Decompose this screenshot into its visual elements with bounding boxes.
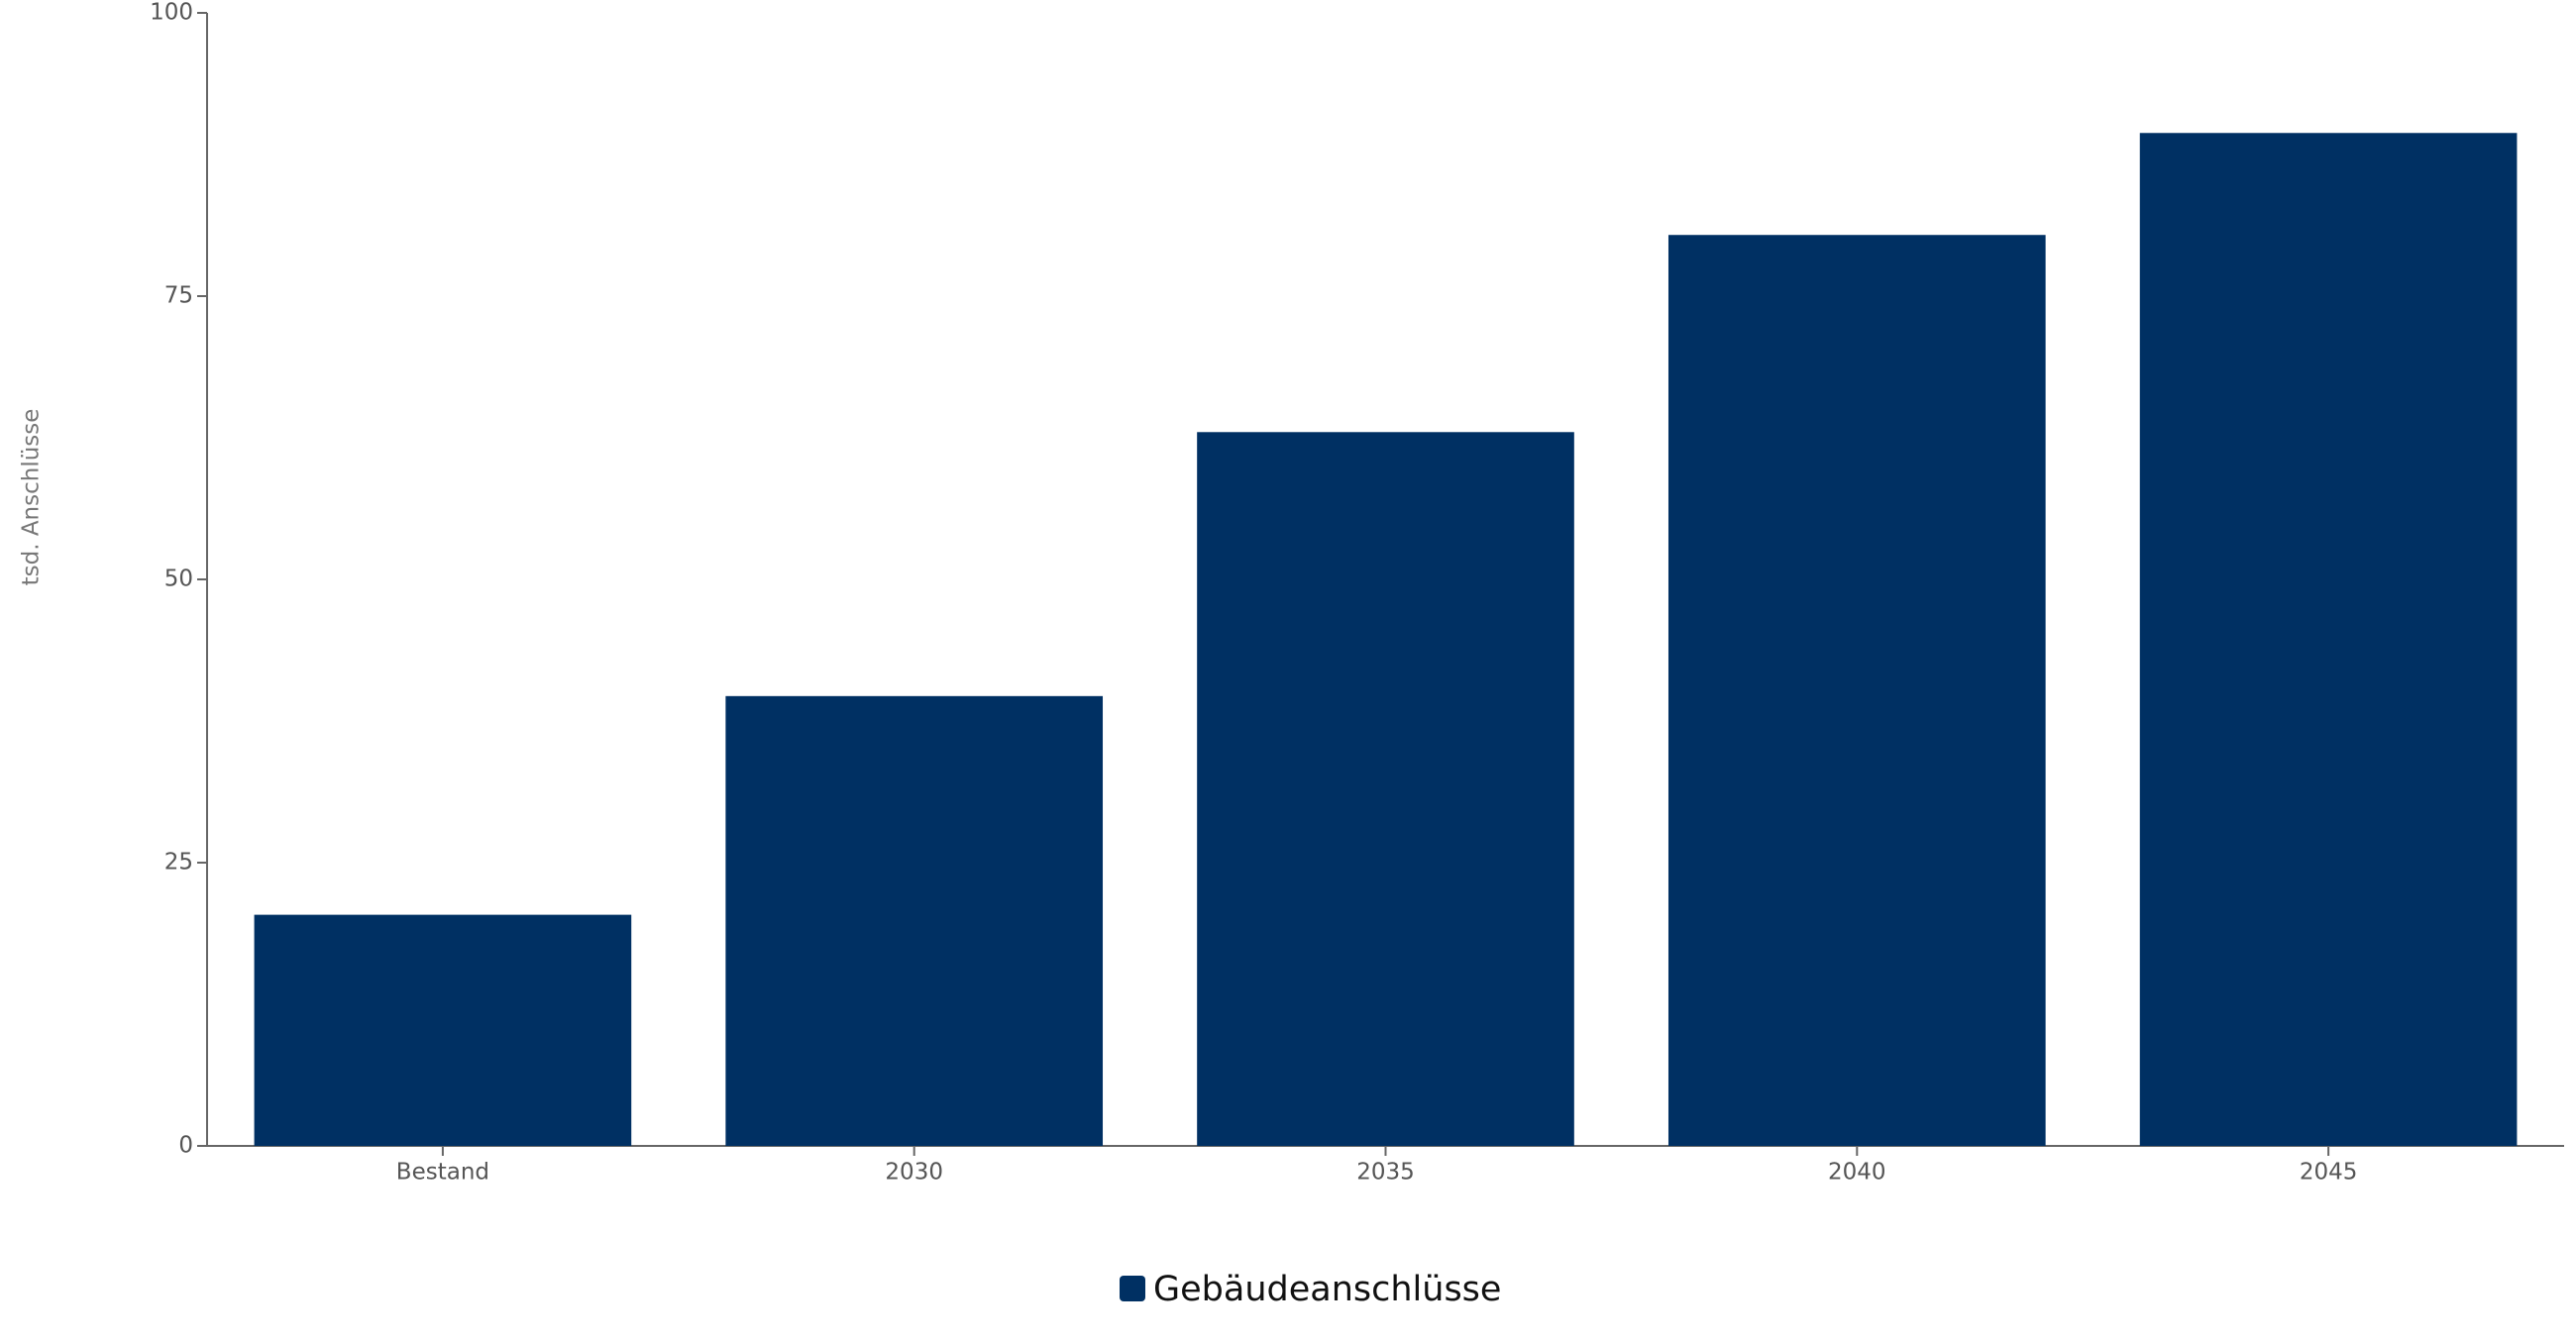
y-axis-label: tsd. Anschlüsse: [19, 409, 45, 586]
x-tick-label: 2035: [1356, 1160, 1415, 1186]
bar: [725, 695, 1104, 1146]
x-tick-label: 2045: [2300, 1160, 2358, 1186]
x-tick-label: 2030: [885, 1160, 943, 1186]
y-tick-label: 75: [164, 283, 193, 309]
y-tick-label: 0: [178, 1133, 193, 1159]
y-tick-label: 25: [164, 850, 193, 876]
y-tick-label: 100: [150, 0, 193, 26]
bar: [1197, 432, 1574, 1146]
y-tick-label: 50: [164, 567, 193, 592]
bar: [254, 914, 632, 1146]
legend-swatch: [1120, 1276, 1145, 1301]
x-tick-label: Bestand: [396, 1160, 489, 1186]
x-tick-label: 2040: [1828, 1160, 1886, 1186]
legend-label: Gebäudeanschlüsse: [1153, 1270, 1501, 1309]
bar: [2139, 133, 2518, 1146]
bar: [1667, 235, 2046, 1146]
